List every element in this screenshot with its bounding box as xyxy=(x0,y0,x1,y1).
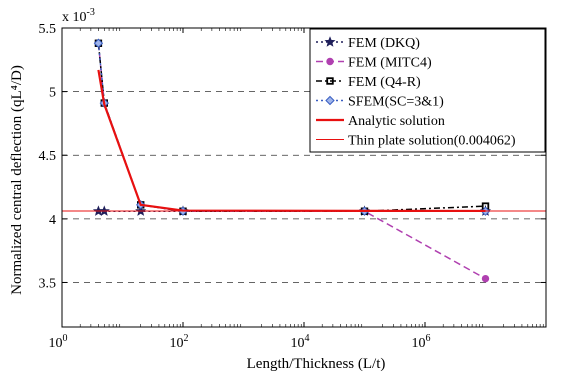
tick-layer: 3.5 4 4.5 5 5.5 100 102 104 106 xyxy=(39,22,546,351)
series-marker-star xyxy=(324,36,336,47)
series-marker-diamond xyxy=(325,95,335,106)
y-tick-label: 5 xyxy=(49,86,56,101)
legend-label: FEM (Q4-R) xyxy=(348,75,421,90)
series-marker-diamond xyxy=(93,38,104,48)
x-tick-label: 102 xyxy=(170,333,189,351)
series-marker-square xyxy=(326,77,334,85)
series-marker-circle xyxy=(326,57,334,66)
y-tick-label: 4 xyxy=(49,213,56,228)
series-marker-circle xyxy=(481,274,490,283)
y-axis-label: Normalized central deflection (qL⁴/D) xyxy=(9,65,25,295)
legend-label: Analytic solution xyxy=(348,114,445,129)
x-tick-label: 104 xyxy=(291,333,310,351)
y-tick-label: 4.5 xyxy=(39,149,57,164)
x-axis-label: Length/Thickness (L/t) xyxy=(247,356,386,372)
legend-label: FEM (DKQ) xyxy=(348,36,420,51)
y-tick-label: 5.5 xyxy=(39,22,57,37)
legend-label: Thin plate solution(0.004062) xyxy=(348,134,516,149)
x-tick-label: 100 xyxy=(49,333,68,351)
x-tick-label: 106 xyxy=(412,333,431,351)
legend-box xyxy=(309,28,546,153)
legend-label: FEM (MITC4) xyxy=(348,56,432,71)
legend-label: SFEM(SC=3&1) xyxy=(348,95,444,110)
y-axis-multiplier: x 10-3 xyxy=(62,7,95,25)
legend: FEM (DKQ) FEM (MITC4) FEM (Q4-R) SFEM(SC=3&… xyxy=(309,28,546,153)
series-layer xyxy=(62,38,546,283)
y-tick-label: 3.5 xyxy=(39,276,57,291)
